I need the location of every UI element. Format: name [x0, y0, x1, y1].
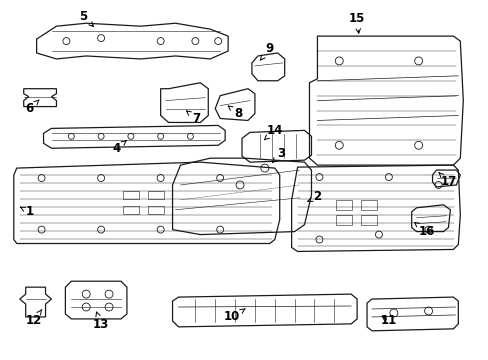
Text: 10: 10 — [224, 309, 245, 323]
Text: 2: 2 — [307, 190, 321, 203]
Text: 4: 4 — [113, 141, 126, 155]
Text: 11: 11 — [380, 314, 396, 327]
Text: 17: 17 — [438, 172, 456, 189]
Text: 16: 16 — [414, 222, 434, 238]
Text: 9: 9 — [260, 41, 273, 60]
Text: 8: 8 — [228, 106, 242, 120]
Text: 7: 7 — [186, 111, 200, 125]
Text: 6: 6 — [25, 100, 39, 115]
Text: 14: 14 — [264, 124, 283, 140]
Text: 1: 1 — [20, 205, 34, 218]
Text: 12: 12 — [25, 309, 42, 327]
Text: 13: 13 — [93, 312, 109, 331]
Text: 5: 5 — [79, 10, 93, 26]
Text: 15: 15 — [348, 12, 365, 33]
Text: 3: 3 — [272, 147, 285, 162]
